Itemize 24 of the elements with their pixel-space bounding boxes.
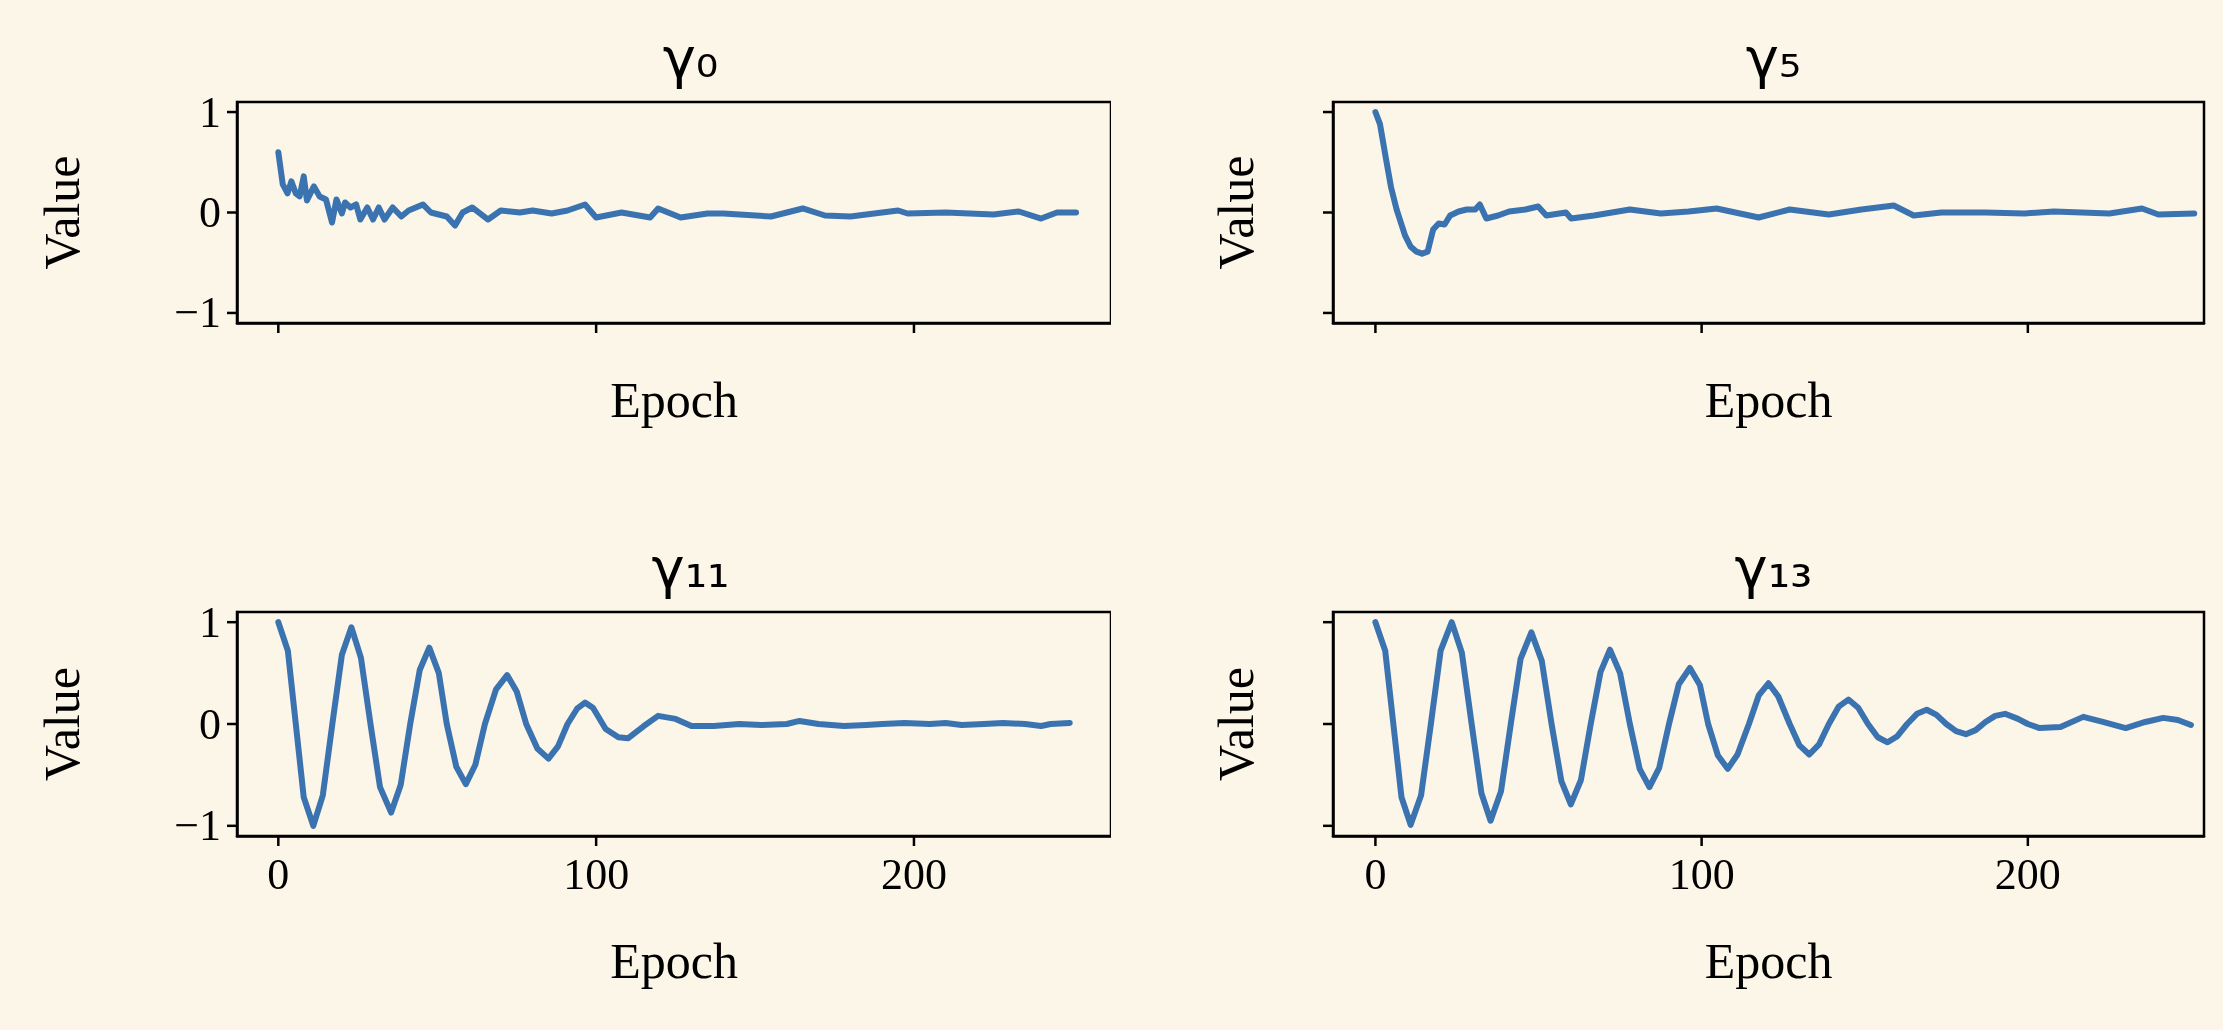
chart-title: γ₅ xyxy=(1745,24,1802,90)
x-axis-title: Epoch xyxy=(1704,933,1833,989)
x-tick-label: 100 xyxy=(1668,849,1735,899)
y-axis-title: Value xyxy=(1208,155,1264,270)
y-axis-title: Value xyxy=(1208,667,1264,781)
x-tick-label: 0 xyxy=(1364,849,1387,899)
x-axis-title: Epoch xyxy=(1704,372,1833,428)
chart-title: γ₀ xyxy=(662,24,719,90)
x-tick-label: 100 xyxy=(563,849,630,899)
x-tick-label: 200 xyxy=(880,849,947,899)
y-axis-title: Value xyxy=(34,155,90,270)
chart-title: γ₁₁ xyxy=(651,534,730,600)
chart-title: γ₁₃ xyxy=(1734,534,1813,600)
y-tick-label: 1 xyxy=(199,87,221,137)
y-tick-label: 0 xyxy=(199,188,221,237)
y-tick-label: −1 xyxy=(174,801,221,851)
x-axis-title: Epoch xyxy=(610,933,738,989)
y-tick-label: 1 xyxy=(199,597,221,647)
y-tick-label: 0 xyxy=(199,699,221,749)
x-axis-title: Epoch xyxy=(610,372,738,428)
x-tick-label: 200 xyxy=(1994,849,2061,899)
y-axis-title: Value xyxy=(34,667,90,781)
y-tick-label: −1 xyxy=(174,288,221,338)
x-tick-label: 0 xyxy=(267,849,290,899)
